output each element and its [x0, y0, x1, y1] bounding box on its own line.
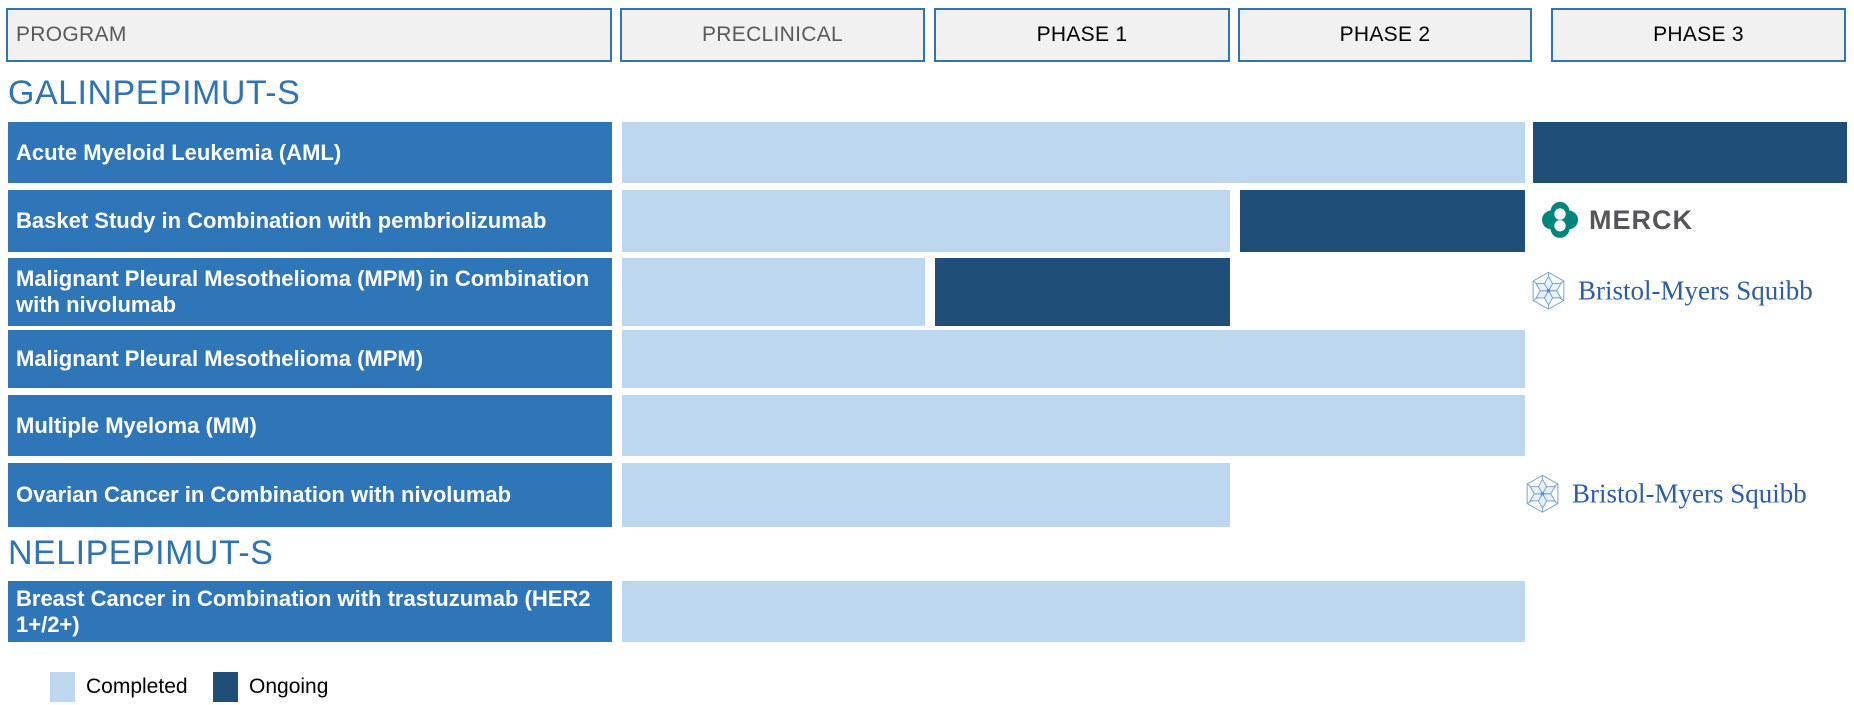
ongoing-bar	[1533, 122, 1847, 183]
legend-swatch-ongoing	[213, 672, 238, 702]
completed-bar	[622, 395, 1525, 456]
section-title-nelipepimut-s: NELIPEPIMUT-S	[8, 534, 274, 572]
program-label: Ovarian Cancer in Combination with nivol…	[8, 463, 612, 527]
column-header-phase3: PHASE 3	[1551, 8, 1846, 62]
bms-logo: Bristol-Myers Squibb	[1530, 270, 1813, 311]
pipeline-row-mpm: Malignant Pleural Mesothelioma (MPM)	[0, 330, 1854, 388]
bms-wordmark: Bristol-Myers Squibb	[1572, 478, 1807, 509]
completed-bar	[622, 581, 1525, 642]
completed-bar	[622, 330, 1525, 388]
pipeline-row-mm: Multiple Myeloma (MM)	[0, 395, 1854, 456]
program-label-text: Ovarian Cancer in Combination with nivol…	[16, 482, 512, 507]
pipeline-row-basket-study: Basket Study in Combination with pembrio…	[0, 190, 1854, 252]
bms-emblem-icon	[1526, 474, 1559, 513]
ongoing-bar	[935, 258, 1230, 326]
completed-bar	[622, 258, 925, 326]
program-label-text: Multiple Myeloma (MM)	[16, 412, 257, 438]
program-label: Multiple Myeloma (MM)	[8, 395, 612, 456]
merck-emblem-icon	[1542, 201, 1578, 238]
program-label-text: Acute Myeloid Leukemia (AML)	[16, 139, 342, 165]
column-header-program: PROGRAM	[6, 8, 612, 62]
pipeline-row-mpm-nivolumab: Malignant Pleural Mesothelioma (MPM) in …	[0, 258, 1854, 326]
merck-wordmark: MERCK	[1589, 204, 1693, 235]
bms-emblem-icon	[1532, 271, 1565, 310]
program-label-text: Breast Cancer in Combination with trastu…	[16, 585, 591, 637]
program-label: Basket Study in Combination with pembrio…	[8, 190, 612, 252]
completed-bar	[622, 190, 1230, 252]
program-label: Breast Cancer in Combination with trastu…	[8, 581, 612, 642]
program-label: Malignant Pleural Mesothelioma (MPM) in …	[8, 258, 612, 326]
program-label-text: Malignant Pleural Mesothelioma (MPM) in …	[16, 266, 590, 317]
column-header-phase1: PHASE 1	[934, 8, 1230, 62]
program-label-text: Basket Study in Combination with pembrio…	[16, 208, 547, 233]
bms-wordmark: Bristol-Myers Squibb	[1578, 275, 1813, 306]
legend-label-ongoing: Ongoing	[249, 675, 329, 698]
pipeline-row-ovarian: Ovarian Cancer in Combination with nivol…	[0, 463, 1854, 527]
column-header-phase2: PHASE 2	[1238, 8, 1532, 62]
column-header-preclinical: PRECLINICAL	[620, 8, 925, 62]
legend-swatch-completed	[50, 672, 75, 702]
completed-bar	[622, 122, 1525, 183]
program-label: Malignant Pleural Mesothelioma (MPM)	[8, 330, 612, 388]
program-label: Acute Myeloid Leukemia (AML)	[8, 122, 612, 183]
pipeline-row-aml: Acute Myeloid Leukemia (AML)	[0, 122, 1854, 183]
merck-logo: MERCK	[1542, 201, 1693, 238]
pipeline-row-breast-cancer: Breast Cancer in Combination with trastu…	[0, 581, 1854, 642]
section-title-galinpepimut-s: GALINPEPIMUT-S	[8, 74, 301, 112]
ongoing-bar	[1240, 190, 1525, 252]
legend-label-completed: Completed	[86, 675, 188, 698]
bms-logo: Bristol-Myers Squibb	[1524, 473, 1807, 514]
program-label-text: Malignant Pleural Mesothelioma (MPM)	[16, 346, 424, 371]
completed-bar	[622, 463, 1230, 527]
